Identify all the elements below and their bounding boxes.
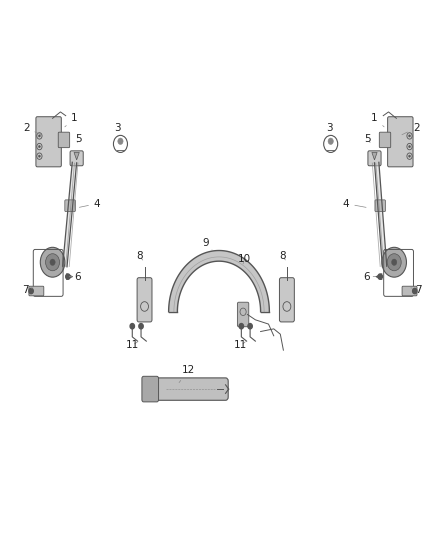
Text: 1: 1 (371, 114, 384, 127)
Polygon shape (63, 162, 77, 267)
Text: 1: 1 (65, 114, 78, 127)
Text: 5: 5 (75, 134, 82, 143)
Circle shape (46, 254, 60, 271)
Circle shape (130, 324, 134, 329)
FancyBboxPatch shape (58, 132, 70, 148)
Text: 9: 9 (202, 238, 212, 251)
Circle shape (409, 146, 410, 148)
FancyBboxPatch shape (237, 302, 249, 327)
Circle shape (139, 324, 143, 329)
Text: 10: 10 (238, 254, 251, 264)
Text: 2: 2 (402, 123, 420, 135)
FancyBboxPatch shape (142, 376, 159, 402)
Text: 12: 12 (179, 366, 195, 383)
Circle shape (39, 155, 40, 157)
Text: 6: 6 (364, 272, 376, 281)
Circle shape (409, 135, 410, 137)
Circle shape (387, 254, 401, 271)
FancyBboxPatch shape (379, 132, 391, 148)
Circle shape (239, 324, 244, 329)
FancyBboxPatch shape (70, 151, 83, 166)
Circle shape (39, 146, 40, 148)
Polygon shape (372, 152, 377, 160)
Text: 8: 8 (279, 251, 286, 261)
FancyBboxPatch shape (368, 151, 381, 166)
Text: 6: 6 (69, 272, 81, 281)
FancyBboxPatch shape (402, 286, 417, 296)
Circle shape (328, 138, 333, 144)
FancyBboxPatch shape (29, 286, 44, 296)
FancyBboxPatch shape (137, 278, 152, 322)
FancyBboxPatch shape (375, 200, 385, 212)
Circle shape (413, 288, 417, 294)
FancyBboxPatch shape (65, 200, 75, 212)
Text: 4: 4 (79, 199, 101, 208)
Circle shape (392, 259, 397, 265)
Circle shape (29, 288, 33, 294)
Text: 3: 3 (114, 123, 121, 136)
Circle shape (382, 247, 406, 277)
FancyBboxPatch shape (146, 378, 228, 400)
Text: 4: 4 (343, 199, 366, 208)
FancyBboxPatch shape (388, 117, 413, 167)
Text: 7: 7 (22, 285, 33, 295)
Polygon shape (169, 251, 269, 312)
Text: 3: 3 (326, 123, 333, 136)
Text: 7: 7 (411, 285, 422, 295)
Circle shape (248, 324, 252, 329)
FancyBboxPatch shape (36, 117, 61, 167)
Polygon shape (374, 163, 387, 266)
FancyBboxPatch shape (279, 278, 294, 322)
Text: 11: 11 (126, 341, 139, 350)
Circle shape (50, 259, 55, 265)
Circle shape (378, 274, 382, 279)
Circle shape (40, 247, 65, 277)
Polygon shape (74, 152, 79, 160)
Text: 2: 2 (23, 123, 41, 135)
Text: 5: 5 (364, 134, 371, 143)
Text: 8: 8 (136, 251, 143, 261)
Text: 11: 11 (234, 341, 247, 350)
Circle shape (118, 138, 123, 144)
Circle shape (409, 155, 410, 157)
Circle shape (39, 135, 40, 137)
Circle shape (66, 274, 70, 279)
